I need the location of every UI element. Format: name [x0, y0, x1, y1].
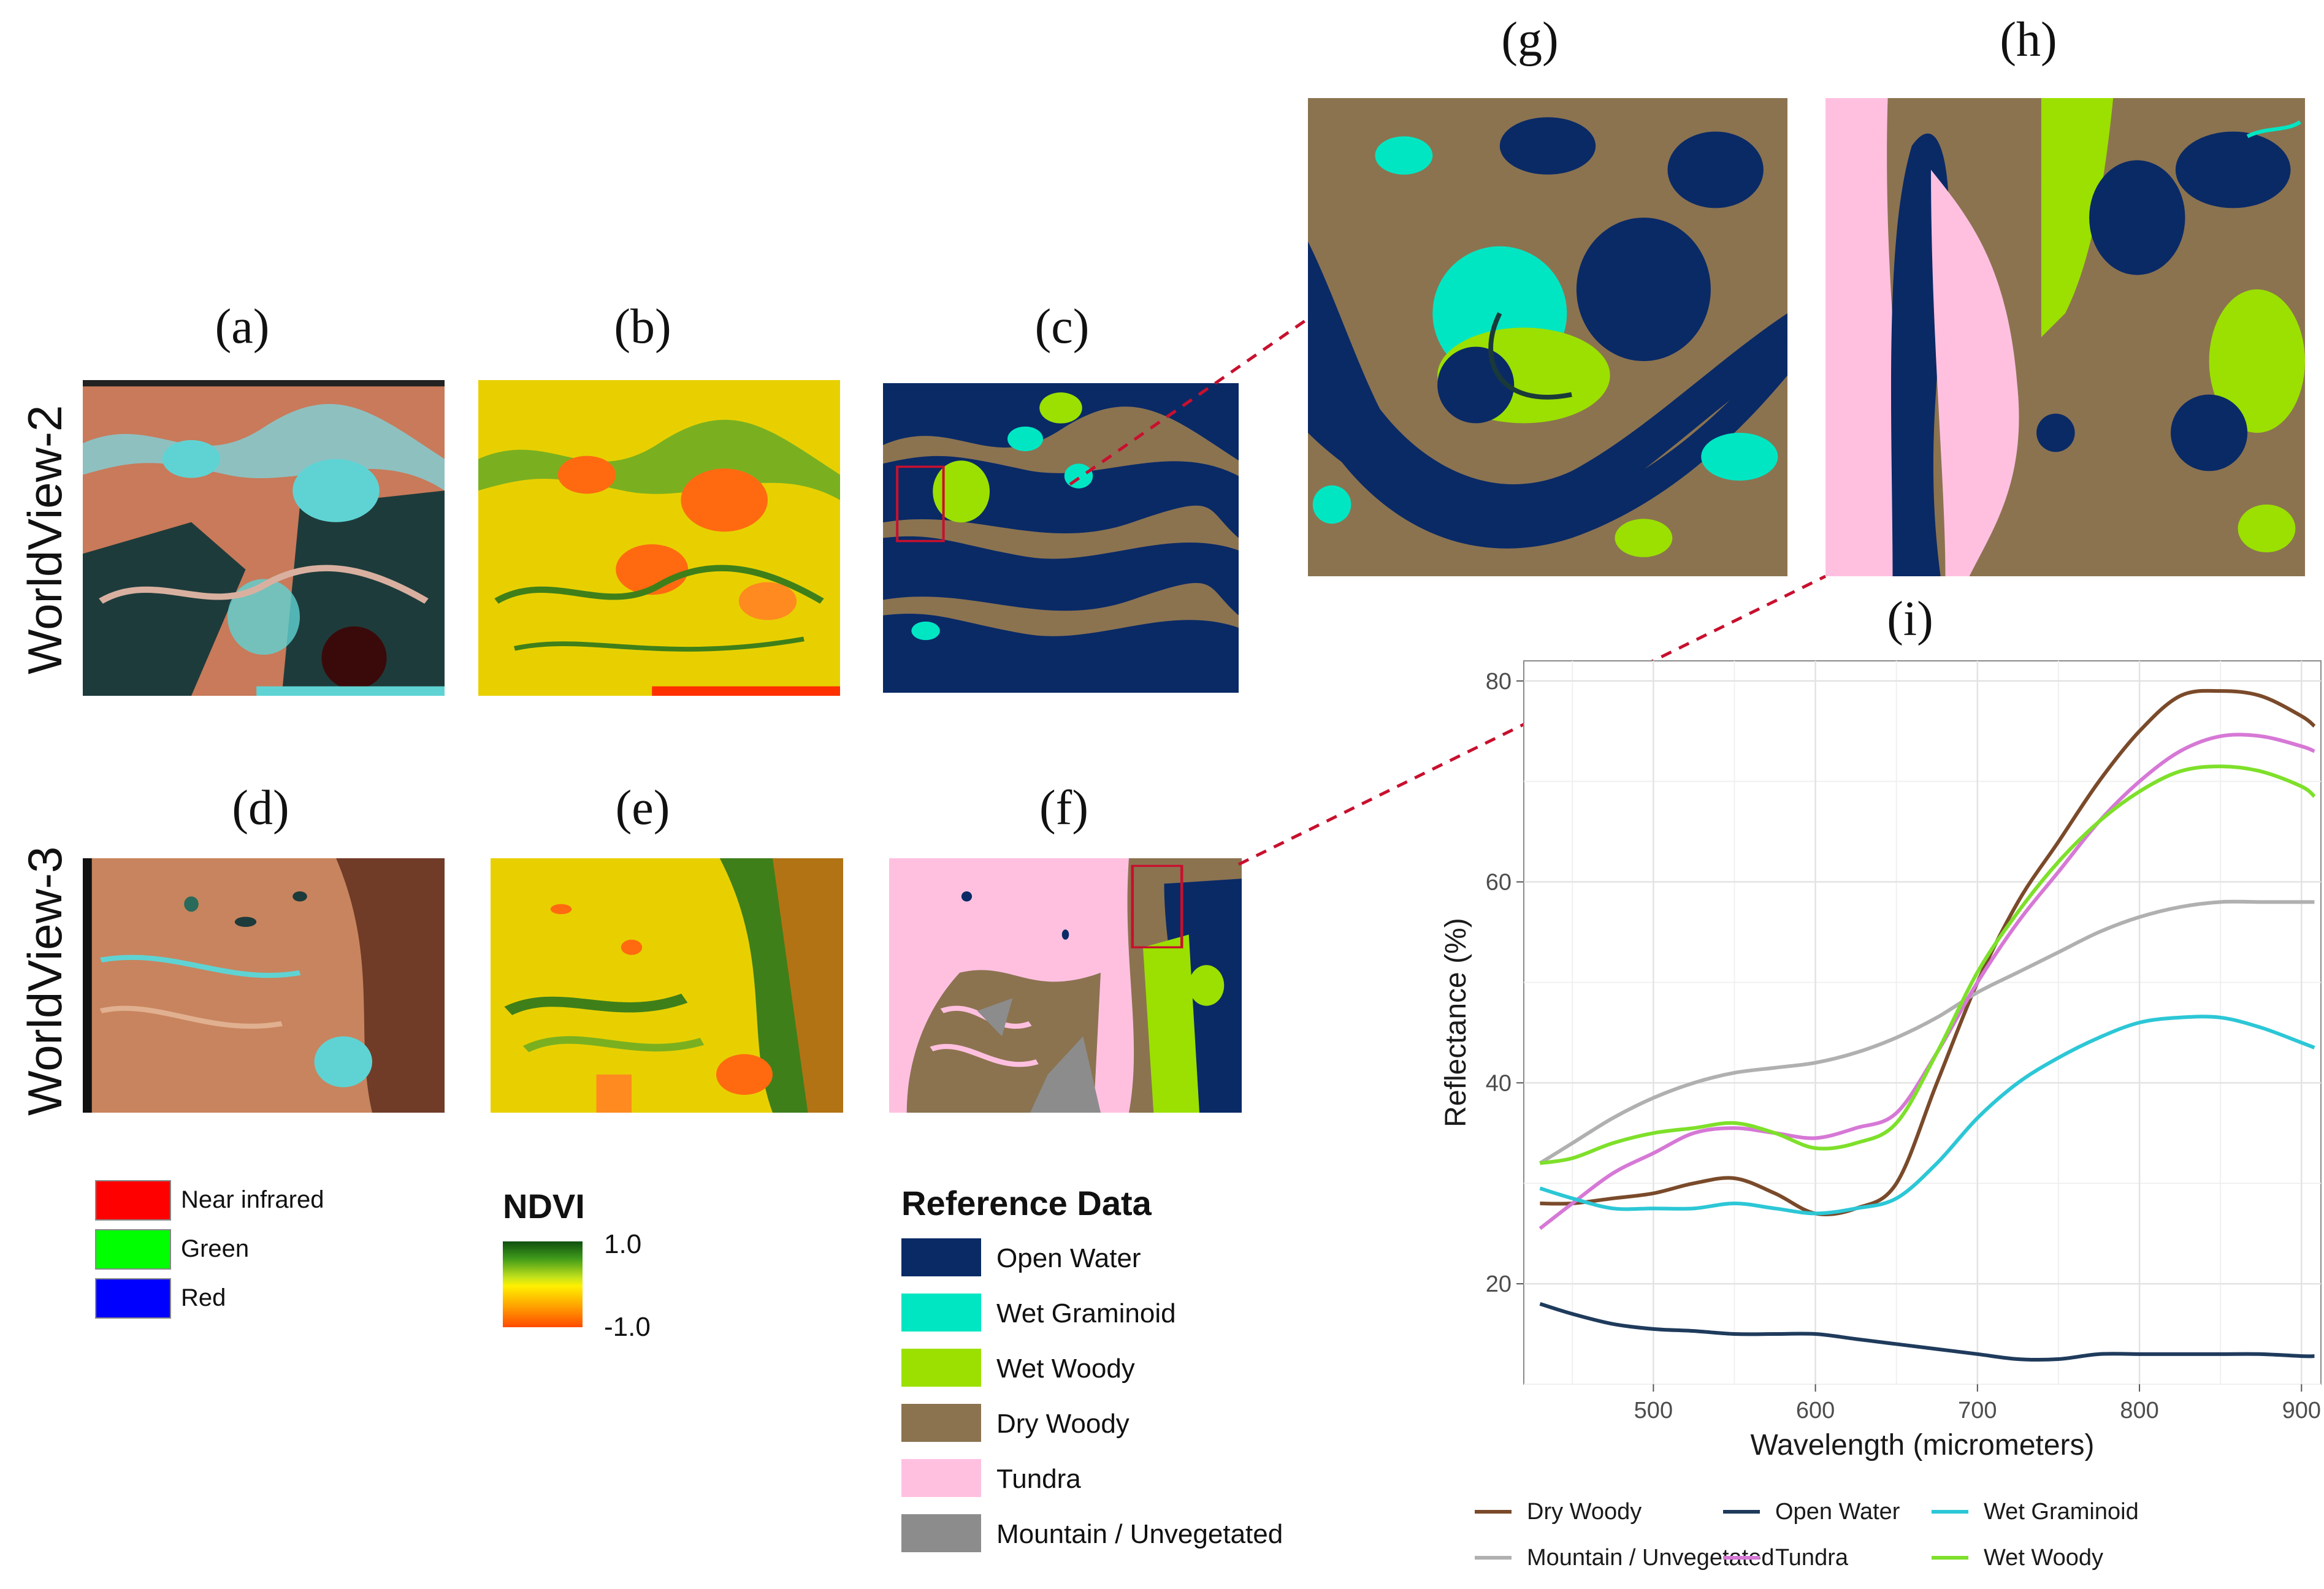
- green-label: Green: [181, 1235, 250, 1262]
- dry-woody-label: Dry Woody: [996, 1409, 1130, 1439]
- green-swatch: [95, 1229, 171, 1270]
- ndvi-max-label: 1.0: [604, 1229, 642, 1259]
- map-h-zoom-wv3: [1825, 98, 2305, 576]
- series-line-mountain-unvegetated: [1539, 899, 2315, 1165]
- legend-label-tundra: Tundra: [1775, 1545, 1849, 1571]
- map-e-ndvi-wv3: [491, 858, 843, 1113]
- panel-label-c: (c): [1034, 300, 1090, 354]
- panel-label-a: (a): [215, 300, 270, 354]
- mountain-unvegetated-label: Mountain / Unvegetated: [996, 1519, 1283, 1549]
- dry-woody-swatch: [901, 1404, 981, 1442]
- map-c-reference-wv2: [883, 383, 1239, 693]
- x-tick-label: 700: [1958, 1398, 1997, 1423]
- connector-f-to-h: [1237, 574, 1827, 866]
- open-water-label: Open Water: [996, 1243, 1141, 1273]
- wet-woody-label: Wet Woody: [996, 1354, 1135, 1384]
- wet-woody-swatch: [901, 1349, 981, 1387]
- legend-label-wet-woody: Wet Woody: [1984, 1545, 2103, 1571]
- y-axis-title: Reflectance (%): [1440, 918, 1472, 1127]
- wet-graminoid-label: Wet Graminoid: [996, 1298, 1176, 1328]
- series-line-dry-woody: [1540, 688, 2316, 1216]
- x-axis-title: Wavelength (micrometers): [1750, 1429, 2094, 1461]
- plot-area: [1523, 660, 2322, 1385]
- panel-label-h: (h): [2000, 13, 2057, 67]
- near-infrared-label: Near infrared: [181, 1186, 324, 1213]
- x-tick-label: 500: [1634, 1398, 1673, 1423]
- series-line-wet-woody: [1539, 764, 2316, 1165]
- panel-label-f: (f): [1039, 781, 1088, 835]
- ndvi-title: NDVI: [503, 1187, 585, 1225]
- y-tick-label: 60: [1486, 870, 1512, 896]
- map-a-false-color-wv2: [83, 380, 445, 696]
- panel-label-d: (d): [232, 781, 289, 835]
- map-g-zoom-wv2: [1308, 98, 1787, 576]
- legend-label-open-water: Open Water: [1775, 1499, 1900, 1525]
- series-line-wet-graminoid: [1539, 1015, 2315, 1216]
- tundra-swatch: [901, 1459, 981, 1497]
- x-tick-label: 900: [2282, 1398, 2321, 1423]
- ndvi-min-label: -1.0: [604, 1312, 651, 1342]
- series-line-open-water: [1539, 1302, 2315, 1362]
- wet-graminoid-swatch: [901, 1294, 981, 1332]
- legend-label-dry-woody: Dry Woody: [1527, 1499, 1642, 1525]
- map-d-false-color-wv3: [83, 858, 445, 1113]
- map-b-ndvi-wv2: [478, 380, 840, 696]
- open-water-swatch: [901, 1238, 981, 1276]
- red-swatch: [95, 1278, 171, 1319]
- x-tick-label: 600: [1796, 1398, 1835, 1423]
- map-f-reference-wv3: [889, 858, 1242, 1113]
- reflectance-chart-svg: 500 600 700 800 900 20 40 60 80 Wavelength (micro…: [1440, 660, 2322, 1571]
- red-label: Red: [181, 1284, 226, 1311]
- reference-legend-title: Reference Data: [901, 1184, 1152, 1222]
- panel-label-e: (e): [615, 781, 670, 835]
- near-infrared-swatch: [95, 1180, 171, 1221]
- mountain-unvegetated-swatch: [901, 1514, 981, 1552]
- panel-label-i: (i): [1887, 592, 1933, 646]
- connector-c-to-g: [1069, 317, 1309, 486]
- tundra-label: Tundra: [996, 1464, 1081, 1494]
- panel-label-g: (g): [1501, 13, 1559, 67]
- panel-label-b: (b): [614, 300, 671, 354]
- y-tick-label: 80: [1486, 669, 1512, 695]
- y-tick-label: 40: [1486, 1070, 1512, 1096]
- reflectance-chart: 500 600 700 800 900 20 40 60 80 Wavelength (micro…: [1423, 638, 2324, 1589]
- x-tick-label: 800: [2120, 1398, 2158, 1423]
- y-tick-label: 20: [1486, 1271, 1512, 1297]
- ndvi-color-ramp: [503, 1241, 583, 1327]
- legend-label-wet-graminoid: Wet Graminoid: [1984, 1499, 2139, 1525]
